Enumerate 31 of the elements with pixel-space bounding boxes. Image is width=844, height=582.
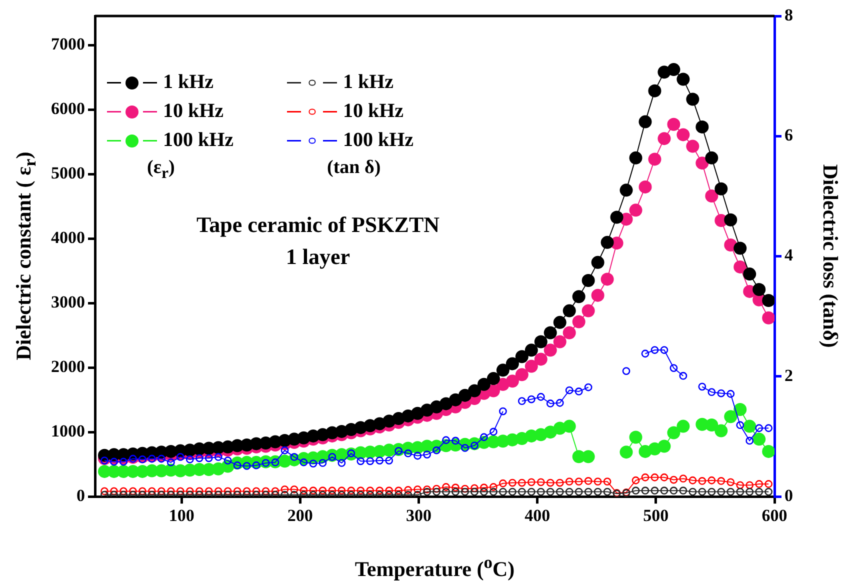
y-tick-label: 6000 <box>51 98 85 118</box>
annotation: 1 layer <box>286 244 350 270</box>
annotation: Tape ceramic of PSKZTN <box>196 212 440 238</box>
y-tick-label: 5000 <box>51 163 85 182</box>
y-tick-label: 0 <box>76 486 85 505</box>
legend-label: 10 kHz <box>163 100 224 123</box>
y2-axis-title: Dielectric loss (tanδ) <box>818 164 842 348</box>
y2-tick-label: 0 <box>784 486 793 505</box>
y2-tick-label: 4 <box>784 246 794 265</box>
y-tick-label: 4000 <box>51 228 85 247</box>
x-axis-title: Temperature ($^{o}$C) <box>354 552 515 582</box>
y-tick-label: 7000 <box>51 34 85 54</box>
legend-label: 1 kHz <box>163 71 214 94</box>
x-tick-label: 500 <box>643 506 669 526</box>
x-tick-label: 600 <box>762 506 788 526</box>
x-tick-label: 400 <box>524 506 550 526</box>
y2-tick-label: 2 <box>784 366 793 385</box>
legend-label: 100 kHz <box>163 129 234 152</box>
legend-label: 1 kHz <box>343 71 394 94</box>
annotation: (ε$_{r}$) <box>147 157 176 183</box>
legend-label: 10 kHz <box>343 100 404 123</box>
y2-tick-label: 6 <box>784 126 793 145</box>
x-tick-label: 200 <box>287 506 313 526</box>
x-tick-label: 300 <box>406 506 432 526</box>
x-tick-label: 100 <box>168 506 194 526</box>
y-tick-label: 2000 <box>51 356 85 376</box>
y-tick-label: 1000 <box>51 421 85 440</box>
y-tick-label: 3000 <box>51 292 85 312</box>
legend-label: 100 kHz <box>343 129 414 152</box>
y2-tick-label: 8 <box>784 5 793 24</box>
annotation: (tan δ) <box>327 157 382 179</box>
